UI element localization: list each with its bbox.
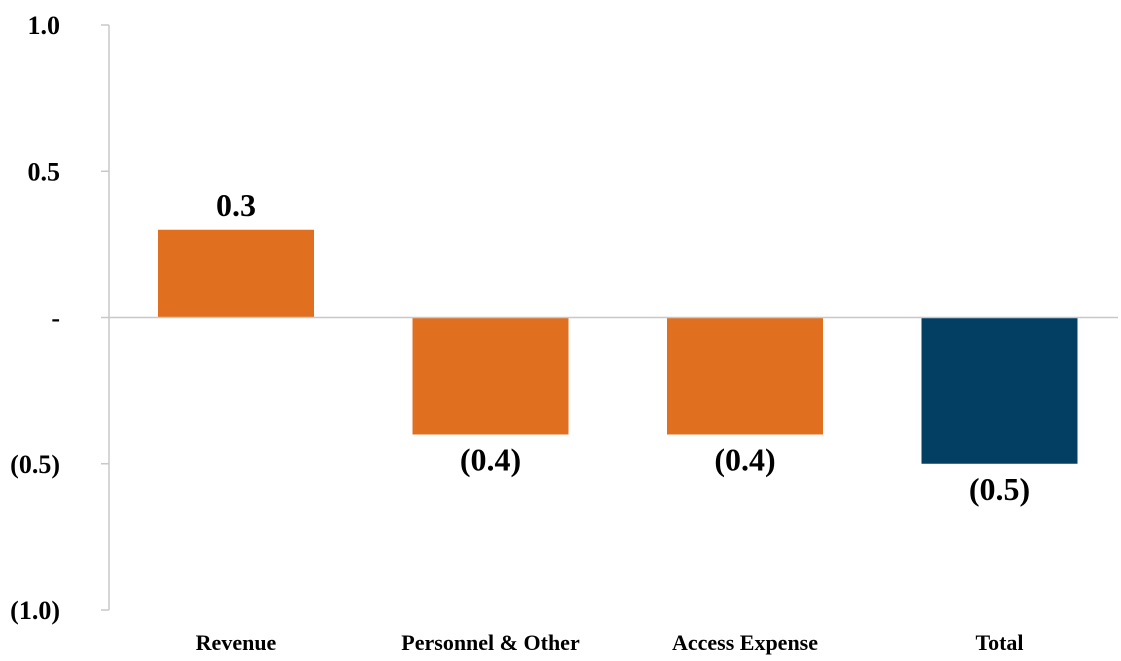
category-label: Total: [975, 630, 1023, 655]
bar-revenue: [158, 229, 314, 318]
category-label: Access Expense: [672, 630, 818, 655]
category-label: Personnel & Other: [401, 630, 580, 655]
bar-total: [921, 317, 1078, 464]
category-label: Revenue: [196, 630, 277, 655]
data-labels: 0.3 (0.4) (0.4) (0.5): [216, 187, 1030, 507]
category-labels: Revenue Personnel & Other Access Expense To…: [196, 630, 1024, 655]
bars: [158, 229, 1078, 464]
data-label: (0.5): [969, 471, 1030, 507]
y-tick-label: 1.0: [28, 11, 61, 40]
y-tick-label: (1.0): [10, 596, 60, 625]
y-axis-ticks: 1.0 0.5 - (0.5) (1.0): [10, 11, 109, 625]
y-tick-label: -: [51, 304, 60, 333]
bar-personnel-other: [412, 317, 569, 435]
bar-access-expense: [667, 317, 823, 435]
y-tick-label: 0.5: [28, 157, 61, 186]
data-label: 0.3: [216, 187, 256, 223]
data-label: (0.4): [714, 442, 775, 478]
y-tick-label: (0.5): [10, 450, 60, 479]
data-label: (0.4): [460, 442, 521, 478]
